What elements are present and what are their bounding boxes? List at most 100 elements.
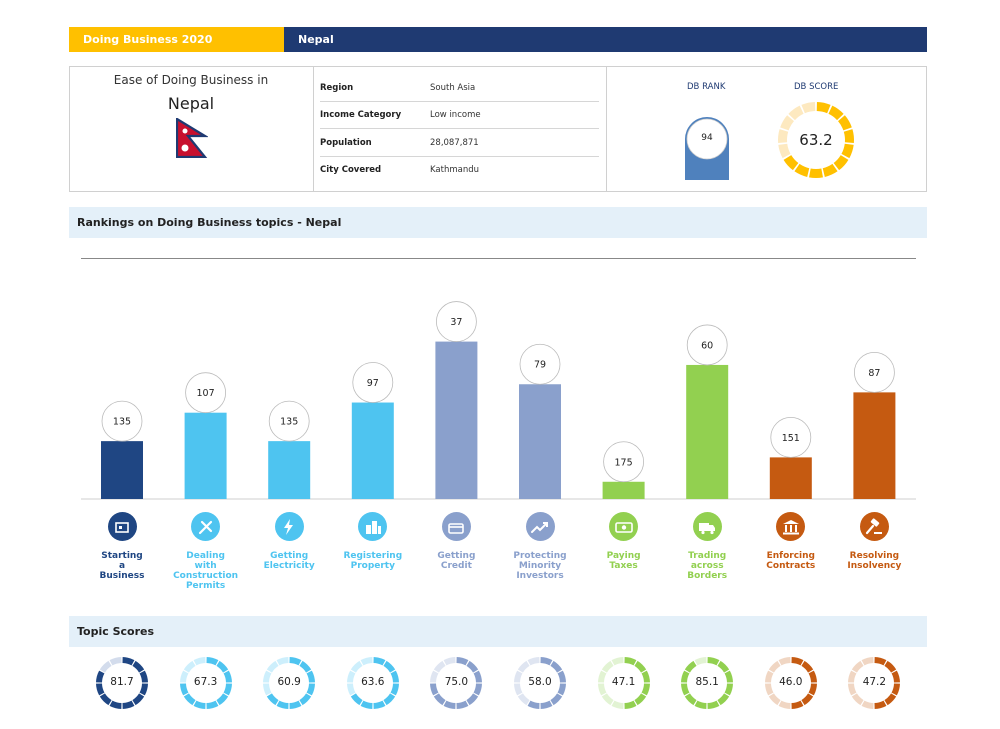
rank-bubble <box>686 324 728 366</box>
score-segment <box>527 700 540 709</box>
score-segment <box>193 700 206 709</box>
score-segment <box>611 657 624 666</box>
rank-value: 87 <box>868 368 880 379</box>
rank-value: 135 <box>113 417 131 428</box>
rankings-section-title: Rankings on Doing Business topics - Nepa… <box>69 207 927 238</box>
score-segment <box>390 683 399 696</box>
gavel-icon <box>859 512 889 541</box>
score-donut-center <box>604 663 644 703</box>
score-segment <box>109 700 122 709</box>
topic-label: Dealing with Construction Permits <box>161 551 251 591</box>
db-score-segment <box>816 102 831 114</box>
db-score-segment <box>778 143 791 159</box>
topic-score-donut <box>96 657 148 709</box>
topic-score-donut <box>681 657 734 709</box>
score-segment <box>808 683 817 696</box>
score-segment <box>122 700 135 709</box>
rank-value: 97 <box>367 378 379 389</box>
score-segment <box>350 693 363 706</box>
score-segment <box>884 660 897 673</box>
report-title-banner: Doing Business 2020 <box>69 27 284 52</box>
score-segment <box>179 670 189 683</box>
score-segment <box>717 693 730 706</box>
topic-label-line: Construction <box>173 571 239 581</box>
rank-bubble <box>435 301 477 342</box>
score-segment <box>139 670 148 683</box>
score-segment <box>685 660 697 673</box>
db-score-segment <box>801 102 816 114</box>
score-segment <box>456 657 469 666</box>
db-score-segment <box>833 155 849 171</box>
score-segment <box>263 670 272 683</box>
divider <box>606 66 607 192</box>
rank-bar <box>435 341 478 499</box>
rank-bar <box>769 457 812 499</box>
rank-value: 151 <box>782 433 800 444</box>
score-segment <box>685 693 697 706</box>
topic-score-donut <box>179 657 232 709</box>
score-segment <box>517 660 530 673</box>
score-segment <box>801 660 813 673</box>
building-icon <box>107 512 137 541</box>
score-segment <box>276 657 289 666</box>
rank-value: 135 <box>280 417 298 428</box>
score-segment <box>383 660 395 673</box>
score-segment <box>874 700 887 709</box>
score-segment <box>132 693 145 706</box>
score-segment <box>724 670 734 683</box>
score-segment <box>122 657 135 666</box>
score-segment <box>99 693 112 706</box>
profile-value: Low income <box>430 110 481 120</box>
db-rank-label: DB RANK <box>687 82 726 92</box>
rank-bubble <box>352 362 394 403</box>
score-segment <box>346 683 356 696</box>
score-segment <box>861 657 874 666</box>
score-donut-center <box>436 663 476 703</box>
score-segment <box>383 693 395 706</box>
score-segment <box>768 660 781 673</box>
score-segment <box>443 657 456 666</box>
tools-icon <box>191 512 221 541</box>
topic-label-line: Paying <box>606 551 641 561</box>
rank-bar <box>101 441 143 499</box>
score-segment <box>717 660 730 673</box>
score-segment <box>540 657 553 666</box>
score-segment <box>434 660 446 673</box>
score-segment <box>764 670 774 683</box>
ease-label: Ease of Doing Business in <box>113 73 269 87</box>
score-segment <box>109 657 122 666</box>
profile-row: Income Category Low income <box>320 102 599 129</box>
score-segment <box>473 683 483 696</box>
score-segment <box>466 693 479 706</box>
db-score-segment <box>794 163 810 177</box>
trend-up-icon <box>525 512 555 541</box>
topic-score-value: 47.1 <box>611 676 636 688</box>
topic-label-line: a <box>118 561 126 571</box>
topic-label-line: Enforcing <box>766 551 815 561</box>
score-segment <box>768 693 781 706</box>
score-segment <box>540 700 553 709</box>
score-segment <box>707 657 720 666</box>
nepal-flag-icon <box>176 118 208 158</box>
rank-bubble <box>603 441 644 483</box>
score-segment <box>681 670 690 683</box>
score-segment <box>861 700 874 709</box>
topic-label: Protecting Minority Investors <box>495 551 585 581</box>
db-score-donut <box>778 102 854 178</box>
score-segment <box>641 683 650 696</box>
score-segment <box>350 660 363 673</box>
profile-key: Income Category <box>320 110 402 120</box>
score-donut-center <box>771 663 811 703</box>
profile-row: Region South Asia <box>320 75 599 102</box>
topic-label-line: Registering <box>343 551 403 561</box>
score-segment <box>681 683 690 696</box>
db-score-value: 63.2 <box>799 131 833 149</box>
rank-bubble <box>854 351 895 393</box>
rank-bar <box>686 364 729 499</box>
score-segment <box>514 683 523 696</box>
score-segment <box>306 670 316 683</box>
topic-score-donut <box>597 657 650 709</box>
topic-label-line: Protecting <box>513 551 567 561</box>
score-segment <box>641 670 650 683</box>
score-segment <box>601 660 614 673</box>
